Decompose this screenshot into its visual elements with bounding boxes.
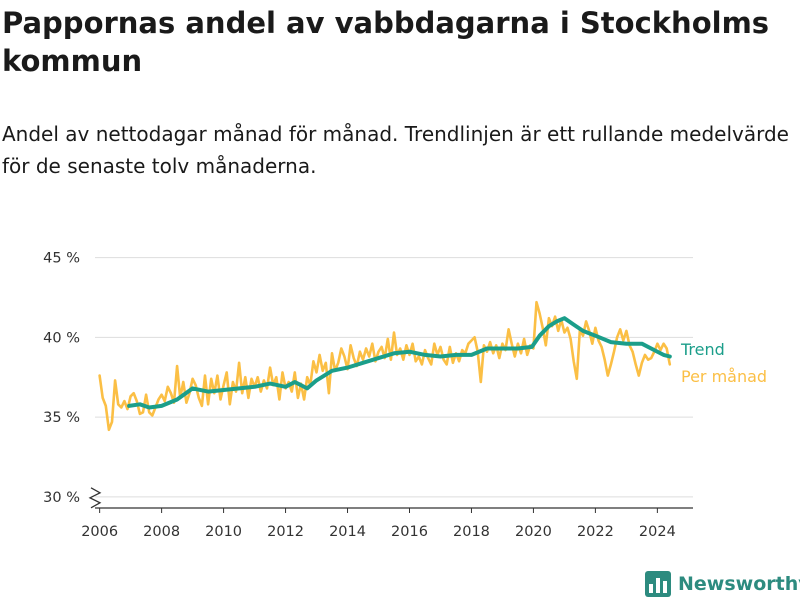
page-subtitle: Andel av nettodagar månad för månad. Tre… bbox=[2, 122, 789, 178]
x-tick-label: 2010 bbox=[205, 524, 242, 540]
axis-break-icon bbox=[88, 487, 102, 509]
y-tick-label: 45 % bbox=[43, 251, 80, 267]
brand-name: Newsworthy bbox=[678, 573, 800, 595]
y-tick-label: 35 % bbox=[43, 410, 80, 426]
x-tick-label: 2008 bbox=[143, 524, 180, 540]
gridlines bbox=[95, 257, 693, 498]
axes: 30 % 35 % 40 % 45 % 2006 2008 2010 2012 2014 2016… bbox=[43, 251, 693, 540]
y-tick-label: 30 % bbox=[43, 490, 80, 506]
x-tick-label: 2024 bbox=[639, 524, 676, 540]
x-tick-label: 2020 bbox=[515, 524, 552, 540]
y-tick-label: 40 % bbox=[43, 330, 80, 346]
trend-line bbox=[127, 316, 672, 410]
series-labels: Trend Per månad bbox=[680, 340, 767, 386]
trend-series-label: Trend bbox=[680, 340, 725, 359]
x-tick-label: 2018 bbox=[453, 524, 490, 540]
series-lines bbox=[98, 300, 672, 432]
x-tick-label: 2022 bbox=[577, 524, 614, 540]
monthly-series-label: Per månad bbox=[681, 367, 767, 386]
newsworthy-logo: Newsworthy bbox=[644, 570, 800, 598]
page-title: Pappornas andel av vabbdagarna i Stockho… bbox=[2, 6, 770, 78]
x-tick-label: 2016 bbox=[391, 524, 428, 540]
x-tick-label: 2012 bbox=[267, 524, 304, 540]
x-tick-label: 2006 bbox=[81, 524, 118, 540]
monthly-line bbox=[98, 300, 672, 432]
x-tick-label: 2014 bbox=[329, 524, 366, 540]
bar-chart-icon bbox=[645, 571, 671, 597]
